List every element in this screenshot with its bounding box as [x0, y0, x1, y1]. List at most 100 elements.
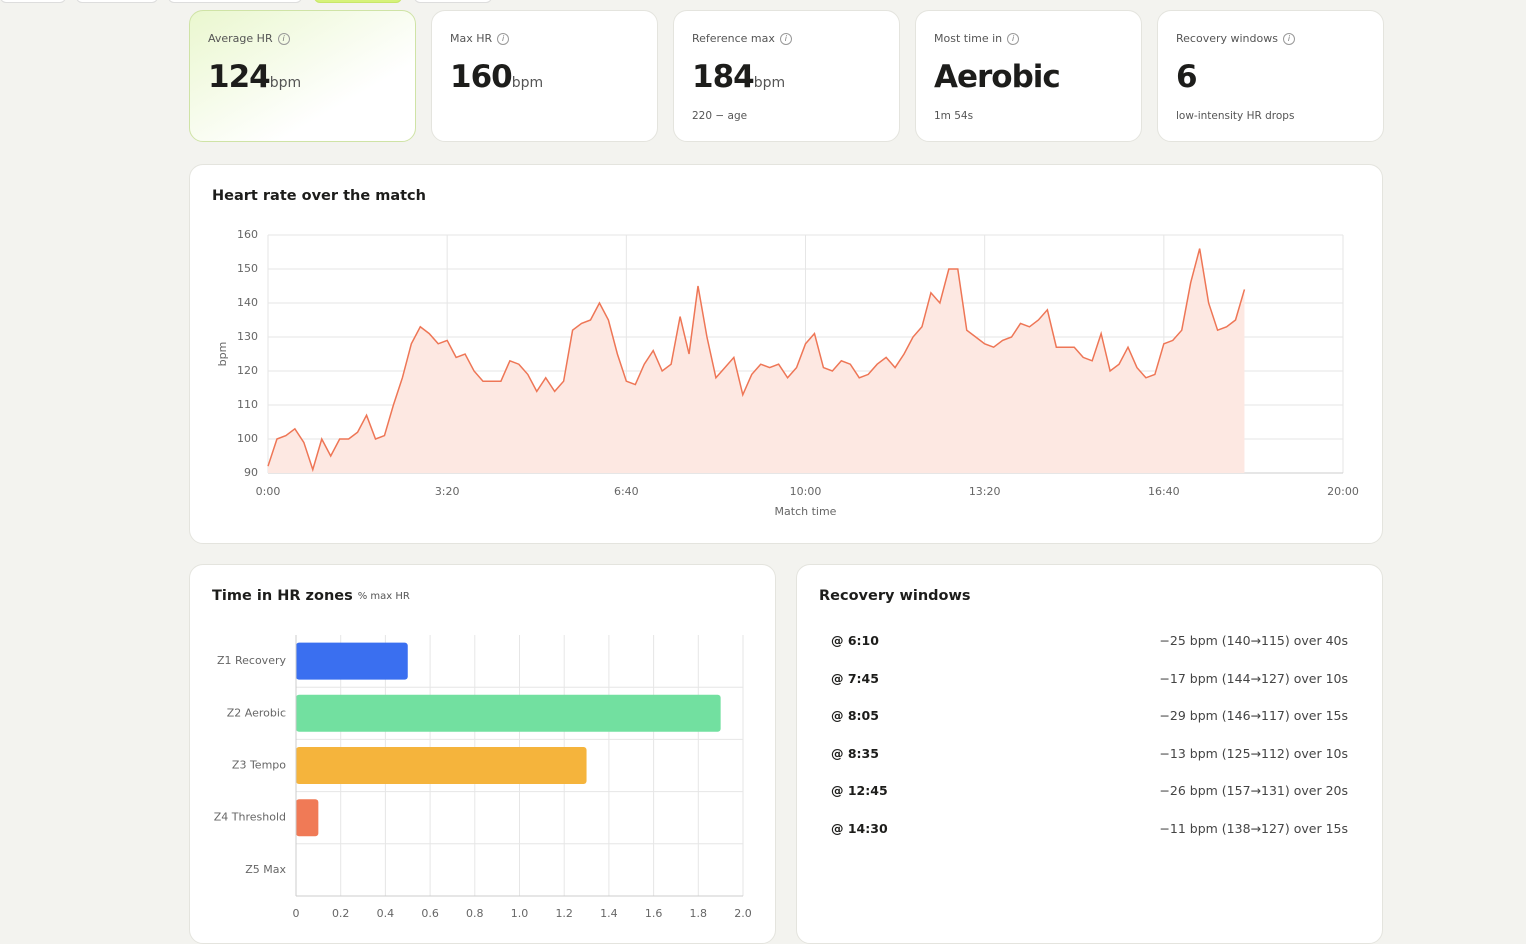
y-tick-label: 120 — [237, 364, 258, 377]
stat-card: Most time in i Aerobic 1m 54s — [915, 10, 1142, 142]
info-icon: i — [497, 33, 510, 45]
x-tick-label: 0.4 — [377, 907, 395, 920]
line-card: Heart rate over the match 90 100 110 120 130 1… — [189, 164, 1383, 544]
stat-label: Reference max i — [692, 32, 792, 45]
tab[interactable] — [168, 0, 302, 3]
x-tick-label: 10:00 — [790, 485, 822, 498]
stat-card: Max HR i 160bpm — [431, 10, 658, 142]
stat-label-text: Max HR — [450, 32, 493, 45]
recovery-row: @ 6:10 −25 bpm (140→115) over 40s — [831, 633, 1348, 653]
bar — [296, 747, 587, 784]
stat-sub: 1m 54s — [934, 110, 974, 122]
recovery-row: @ 8:35 −13 bpm (125→112) over 10s — [831, 746, 1348, 766]
y-tick-label: 100 — [237, 432, 258, 445]
stat-sub: 220 − age — [692, 110, 748, 122]
stat-label-text: Average HR — [208, 32, 273, 45]
chart-title: Time in HR zones % max HR — [212, 588, 410, 604]
info-icon: i — [277, 33, 290, 45]
bar — [296, 694, 721, 732]
tab[interactable] — [0, 0, 66, 3]
stat-unit: bpm — [269, 75, 302, 91]
recovery-row: @ 7:45 −17 bpm (144→127) over 10s — [831, 671, 1348, 691]
stat-label-text: Recovery windows — [1176, 32, 1278, 45]
stat-label: Recovery windows i — [1176, 32, 1295, 45]
recovery-detail: −11 bpm (138→127) over 15s — [1159, 820, 1348, 836]
stat-unit: bpm — [511, 75, 544, 91]
y-tick-label: Z2 Aerobic — [227, 706, 286, 719]
stat-value: 160bpm — [450, 59, 543, 95]
stat-value: 6 — [1176, 59, 1198, 95]
stat-card: Reference max i 184bpm 220 − age — [673, 10, 900, 142]
stat-value: Aerobic — [934, 59, 1061, 95]
y-tick-label: Z3 Tempo — [232, 759, 286, 772]
recovery-time: @ 8:05 — [831, 708, 879, 723]
recovery-detail: −25 bpm (140→115) over 40s — [1159, 633, 1348, 648]
stat-value: 184bpm — [692, 59, 785, 95]
stat-value: 124bpm — [208, 59, 301, 95]
subtitle: % max HR — [358, 591, 410, 602]
stat-number: 184 — [692, 59, 755, 95]
stat-label: Max HR i — [450, 32, 510, 45]
line-chart: Heart rate over the match 90 100 110 120 130 1… — [212, 188, 1359, 518]
bar — [296, 642, 408, 680]
chart-title: Heart rate over the match — [212, 188, 426, 204]
recovery-row: @ 8:05 −29 bpm (146→117) over 15s — [831, 708, 1348, 728]
title-text: Time in HR zones — [212, 588, 353, 604]
area — [268, 248, 1245, 473]
stat-number: Aerobic — [934, 59, 1061, 95]
recovery-time: @ 14:30 — [831, 820, 888, 836]
recovery-title: Recovery windows — [819, 588, 971, 604]
info-icon: i — [1007, 33, 1020, 45]
tab[interactable] — [314, 0, 402, 3]
x-tick-label: 13:20 — [969, 485, 1001, 498]
recovery-time: @ 12:45 — [831, 783, 888, 798]
info-icon: i — [1282, 33, 1295, 45]
x-tick-label: 0:00 — [256, 485, 281, 498]
x-tick-label: 0.2 — [332, 907, 350, 920]
y-axis-label: bpm — [216, 342, 229, 367]
x-tick-label: 1.2 — [555, 907, 573, 920]
bar — [296, 799, 319, 837]
recovery-detail: −17 bpm (144→127) over 10s — [1159, 670, 1348, 686]
stat-number: 124 — [208, 59, 271, 95]
y-tick-label: 160 — [237, 228, 258, 241]
tab[interactable] — [76, 0, 158, 3]
tab[interactable] — [414, 0, 492, 3]
x-tick-label: 1.6 — [645, 907, 663, 920]
recovery-time: @ 6:10 — [831, 633, 879, 648]
stat-sub: low-intensity HR drops — [1176, 110, 1295, 122]
stat-label-text: Most time in — [934, 32, 1003, 45]
stat-unit: bpm — [753, 75, 786, 91]
x-tick-label: 1.8 — [690, 907, 708, 920]
y-tick-label: Z5 Max — [245, 863, 286, 876]
y-tick-label: Z1 Recovery — [217, 654, 287, 667]
x-axis-label: Match time — [775, 505, 837, 518]
line — [267, 248, 1246, 473]
stat-label-text: Reference max — [692, 32, 775, 45]
x-tick-label: 3:20 — [435, 485, 460, 498]
x-tick-label: 0 — [293, 907, 300, 920]
stat-card: Average HR i 124bpm — [189, 10, 416, 142]
y-tick-label: Z4 Threshold — [214, 811, 286, 824]
x-tick-label: 2.0 — [734, 907, 752, 920]
y-tick-label: 140 — [237, 296, 258, 309]
y-tick-label: 150 — [237, 262, 258, 275]
x-tick-label: 0.6 — [421, 907, 439, 920]
recovery-detail: −26 bpm (157→131) over 20s — [1159, 783, 1348, 798]
recovery-time: @ 8:35 — [831, 745, 879, 761]
bar-chart: Time in HR zones % max HR 0 0.2 0.4 0.6 0.8 1.0… — [212, 588, 752, 920]
x-tick-label: 6:40 — [614, 485, 639, 498]
x-tick-label: 16:40 — [1148, 485, 1180, 498]
recovery-detail: −13 bpm (125→112) over 10s — [1159, 745, 1348, 761]
recovery-row: @ 14:30 −11 bpm (138→127) over 15s — [831, 821, 1348, 841]
recovery-card: Recovery windows @ 6:10 −25 bpm (140→115)… — [796, 564, 1383, 944]
x-tick-label: 1.0 — [511, 907, 529, 920]
stat-label: Average HR i — [208, 32, 290, 45]
stat-label: Most time in i — [934, 32, 1020, 45]
stat-number: 6 — [1176, 59, 1198, 95]
bar-card: Time in HR zones % max HR 0 0.2 0.4 0.6 0.8 1.0… — [189, 564, 776, 944]
x-tick-label: 20:00 — [1327, 485, 1359, 498]
y-tick-label: 110 — [237, 398, 258, 411]
info-icon: i — [779, 33, 792, 45]
